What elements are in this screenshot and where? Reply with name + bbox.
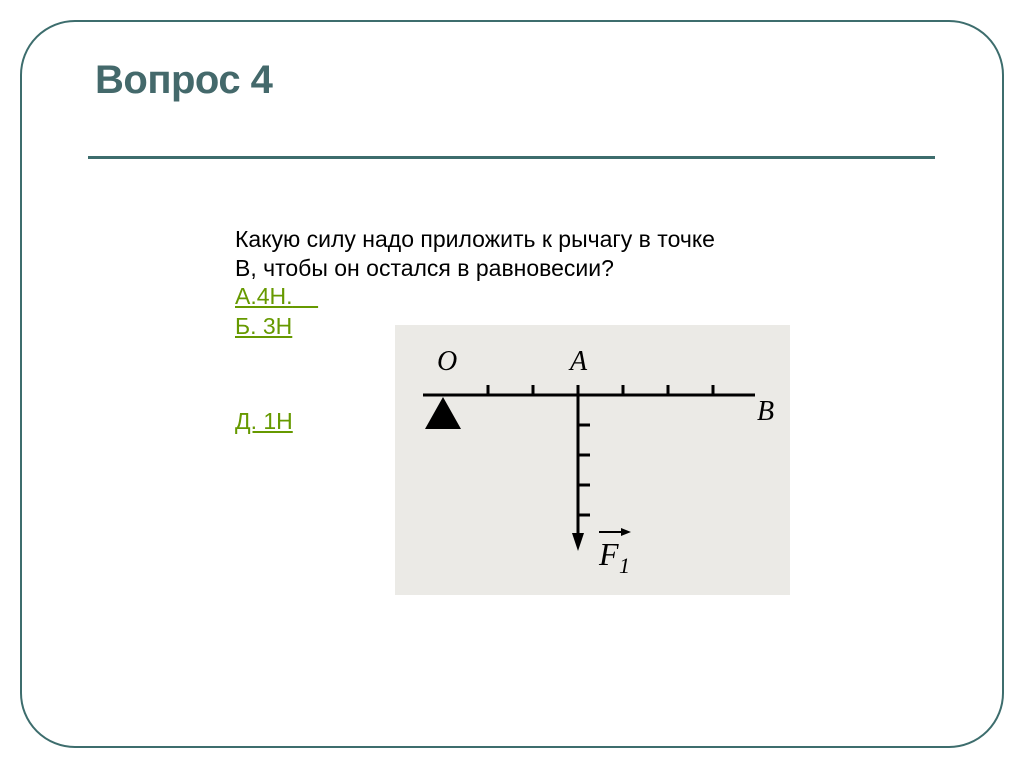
- answer-a-label: А.4Н.: [235, 283, 293, 309]
- title-divider: [88, 156, 935, 159]
- answer-a-link[interactable]: А.4Н.: [235, 282, 318, 312]
- label-O: O: [437, 346, 457, 377]
- page-title: Вопрос 4: [95, 58, 272, 103]
- label-A: A: [568, 346, 588, 377]
- question-line2: В, чтобы он остался в равновесии?: [235, 255, 614, 281]
- answer-list: А.4Н. Б. 3Н: [235, 282, 318, 342]
- label-B: B: [757, 396, 774, 427]
- answer-d-link[interactable]: Д. 1Н: [235, 408, 293, 435]
- question-line1: Какую силу надо приложить к рычагу в точ…: [235, 226, 715, 252]
- answer-d-label: Д. 1Н: [235, 408, 293, 434]
- answer-b-label: Б. 3Н: [235, 313, 292, 339]
- lever-svg: O A B F 1: [395, 325, 790, 595]
- label-F-sub: 1: [619, 553, 630, 578]
- answer-d-wrapper: Д. 1Н: [235, 408, 293, 435]
- lever-diagram: O A B F 1: [395, 325, 790, 595]
- answer-b-link[interactable]: Б. 3Н: [235, 312, 318, 342]
- question-text: Какую силу надо приложить к рычагу в точ…: [235, 225, 795, 283]
- label-F: F: [598, 536, 619, 572]
